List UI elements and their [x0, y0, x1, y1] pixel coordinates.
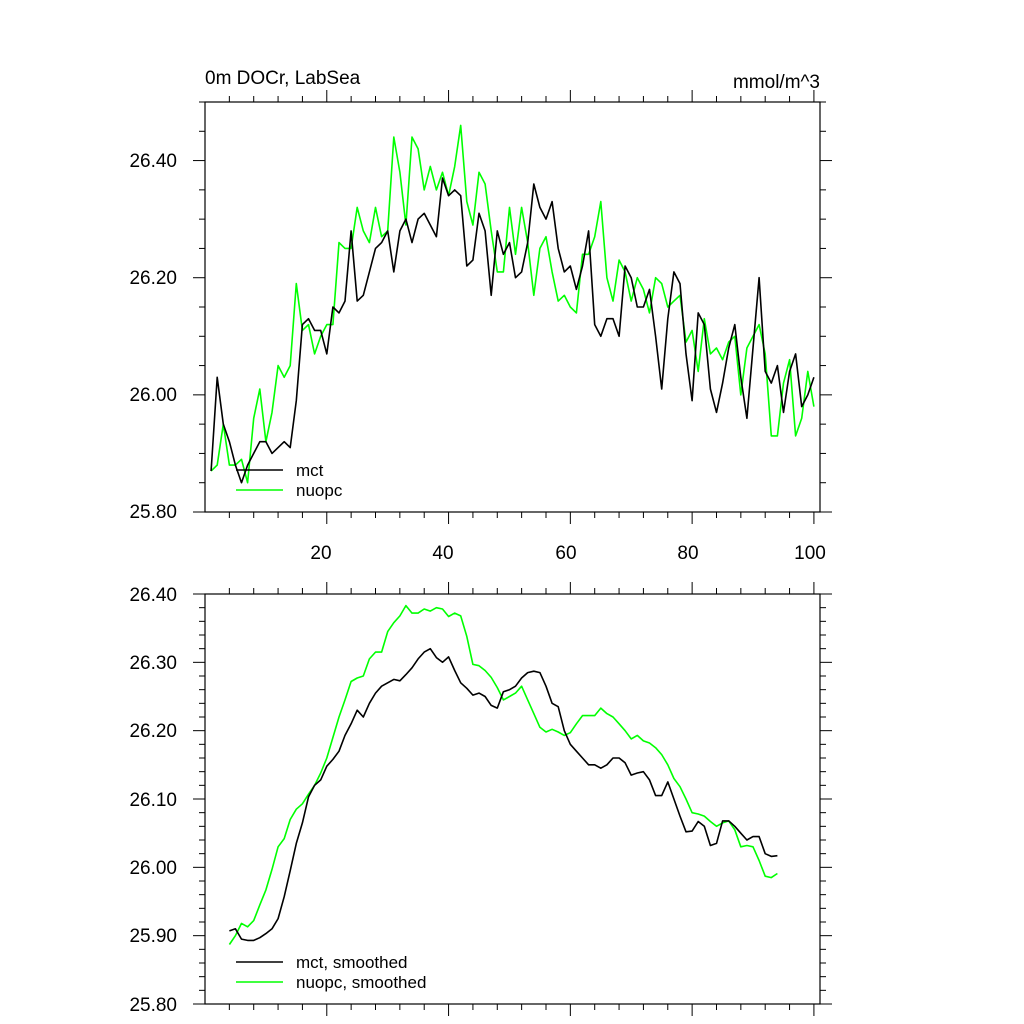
- top-xtick-label-100: 100: [794, 543, 826, 564]
- bottom-legend-label-nuopc-smoothed: nuopc, smoothed: [296, 973, 426, 992]
- bottom-ytick-label-25.90: 25.90: [129, 926, 177, 947]
- bottom-ytick-label-26.20: 26.20: [129, 721, 177, 742]
- top-ytick-labels: 25.80 26.00 26.20 26.40: [129, 151, 177, 523]
- top-chart-title: 0m DOCr, LabSea: [205, 68, 361, 89]
- top-minor-ticks: [199, 96, 826, 518]
- bottom-series-line-mct-smoothed: [229, 647, 778, 942]
- bottom-panel: 25.80 25.90 26.00 26.10 26.20 26.30 26.4…: [129, 582, 832, 1016]
- top-ytick-label-26.00: 26.00: [129, 385, 177, 406]
- bottom-ytick-label-25.80: 25.80: [129, 995, 177, 1016]
- bottom-minor-ticks: [199, 588, 826, 1010]
- top-ytick-label-26.20: 26.20: [129, 268, 177, 289]
- top-major-ticks: [193, 90, 832, 524]
- top-xtick-label-80: 80: [677, 543, 698, 564]
- bottom-ytick-label-26.00: 26.00: [129, 858, 177, 879]
- bottom-plot-frame: [204, 593, 821, 1005]
- top-xtick-label-60: 60: [555, 543, 576, 564]
- top-legend-label-nuopc: nuopc: [296, 481, 343, 500]
- bottom-major-ticks: [193, 582, 832, 1016]
- bottom-legend: mct, smoothed nuopc, smoothed: [236, 953, 426, 992]
- bottom-ytick-labels: 25.80 25.90 26.00 26.10 26.20 26.30 26.4…: [129, 585, 177, 1016]
- top-plot-frame: [204, 101, 821, 513]
- top-legend-label-mct: mct: [296, 461, 324, 480]
- top-series-line-nuopc: [210, 124, 815, 484]
- top-series-line-mct: [210, 177, 815, 484]
- top-xtick-label-20: 20: [310, 543, 331, 564]
- top-panel: 0m DOCr, LabSea mmol/m^3 25.80 26.00 26.…: [129, 68, 832, 564]
- top-chart-units: mmol/m^3: [733, 72, 820, 93]
- bottom-ytick-label-26.10: 26.10: [129, 790, 177, 811]
- top-ytick-label-26.40: 26.40: [129, 151, 177, 172]
- top-xtick-labels: 20 40 60 80 100: [310, 543, 825, 564]
- bottom-series-line-nuopc-smoothed: [228, 604, 778, 945]
- bottom-ytick-label-26.40: 26.40: [129, 585, 177, 606]
- top-xtick-label-40: 40: [432, 543, 453, 564]
- top-ytick-label-25.80: 25.80: [129, 502, 177, 523]
- top-legend: mct nuopc: [236, 461, 343, 500]
- bottom-ytick-label-26.30: 26.30: [129, 653, 177, 674]
- bottom-legend-label-mct-smoothed: mct, smoothed: [296, 953, 408, 972]
